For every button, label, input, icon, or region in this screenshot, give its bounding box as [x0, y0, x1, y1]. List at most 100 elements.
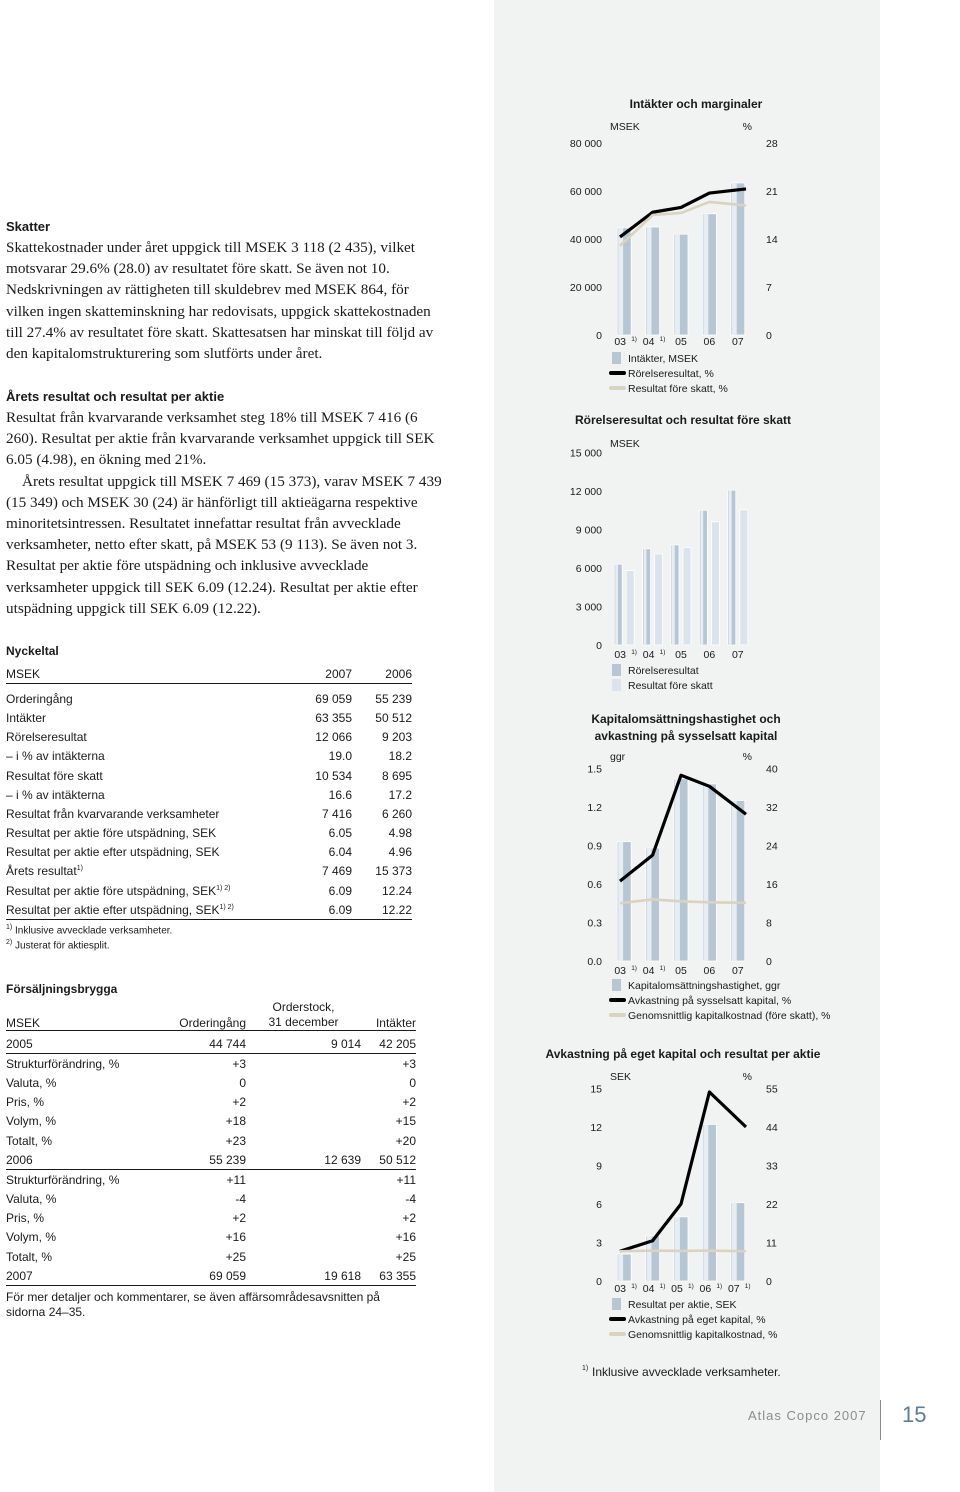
series-line	[619, 773, 747, 883]
cell-2006: 17.2	[388, 787, 412, 802]
resultat-section: Årets resultat och resultat per aktie Re…	[6, 389, 444, 619]
legend-label: Genomsnittlig kapitalkostnad (före skatt…	[628, 1010, 831, 1022]
cell-orderingang: -4	[235, 1192, 246, 1207]
y-tick-label: 9 000	[576, 525, 602, 537]
row-label: 2007	[6, 1266, 171, 1287]
x-tick-label: 05	[675, 965, 687, 977]
bar-highlight	[728, 490, 732, 645]
table-row: Resultat per aktie efter utspädning, SEK…	[6, 900, 412, 921]
table-row: Valuta, % 0 0	[6, 1073, 416, 1092]
bar	[739, 509, 749, 646]
y-tick-label-right: 0	[766, 330, 772, 342]
row-label: Strukturförändring, %	[6, 1056, 120, 1071]
table-row: Resultat per aktie före utspädning, SEK 6…	[6, 824, 412, 843]
bar-highlight	[700, 510, 704, 645]
y-tick-label: 40 000	[570, 234, 602, 246]
y-tick-label: 6	[596, 1199, 602, 1211]
column-header: Intäkter	[361, 1000, 416, 1031]
legend-swatch	[612, 352, 621, 364]
cell-2006: 4.98	[388, 826, 412, 841]
bar-highlight	[675, 1216, 680, 1281]
row-label: Årets resultat1)	[6, 864, 83, 879]
row-label: Valuta, %	[6, 1192, 57, 1207]
y-axis-label: ggr	[610, 751, 626, 763]
legend-label: Intäkter, MSEK	[628, 353, 698, 365]
table-row: Resultat per aktie före utspädning, SEK1…	[6, 881, 412, 900]
chart-title: Kapitalomsättningshastighet och	[591, 712, 780, 726]
x-tick-mark: 1)	[688, 1283, 694, 1290]
cell-intakter: +11	[396, 1172, 416, 1187]
cell-2007: 69 059	[315, 691, 352, 706]
y-tick-label: 0.6	[587, 879, 602, 891]
legend-label: Kapitalomsättningshastighet, ggr	[628, 980, 781, 992]
x-tick-mark: 1)	[660, 965, 666, 972]
y-tick-label-right: 0	[766, 1276, 772, 1288]
column-header: MSEK	[6, 1000, 171, 1031]
y-tick-label: 0.3	[587, 918, 602, 930]
cell-orderstock: 19 618	[246, 1266, 361, 1287]
row-label: Pris, %	[6, 1211, 45, 1226]
table-row: Strukturförändring, % +11 +11	[6, 1170, 416, 1190]
table-row: 2007 69 059 19 618 63 355	[6, 1266, 416, 1287]
y-tick-label-right: 8	[766, 918, 772, 930]
x-tick-label: 06	[704, 336, 716, 348]
legend-label: Rörelseresultat, %	[628, 368, 714, 380]
cell-orderingang: 44 744	[171, 1034, 246, 1055]
x-tick-label: 03	[614, 649, 626, 661]
cell-intakter: +20	[395, 1133, 416, 1148]
row-label: Resultat från kvarvarande verksamheter	[6, 806, 220, 821]
cell-orderingang: 0	[239, 1075, 246, 1090]
row-label: Volym, %	[6, 1114, 57, 1129]
y-tick-label-right: 0	[766, 956, 772, 968]
cell-2006: 12.24	[381, 883, 412, 898]
bar-highlight	[703, 1124, 709, 1281]
y-tick-label: 60 000	[570, 186, 602, 198]
footnote-mark: 1) 2)	[219, 903, 234, 911]
x-tick-mark: 1)	[660, 336, 666, 343]
legend-swatch	[612, 979, 621, 991]
y-tick-label: 0	[596, 1276, 602, 1288]
legend-label: Avkastning på sysselsatt kapital, %	[628, 995, 791, 1007]
y-tick-label: 15 000	[570, 448, 602, 460]
footnote-mark: 1)	[76, 865, 83, 873]
y-tick-label: 3 000	[576, 602, 602, 614]
bar-highlight	[672, 544, 675, 645]
cell-orderingang: +25	[225, 1249, 246, 1264]
bar	[682, 547, 692, 646]
x-tick-label: 03	[614, 336, 626, 348]
y-tick-label: 20 000	[570, 282, 602, 294]
cell-orderingang: +16	[225, 1230, 246, 1245]
legend-label: Resultat per aktie, SEK	[628, 1299, 737, 1311]
bar-highlight	[618, 841, 624, 961]
series-line	[619, 1090, 748, 1253]
brygga-section: Försäljningsbrygga	[6, 982, 444, 996]
nyckeltal-footnote-1: 1) Inklusive avvecklade verksamheter.	[6, 924, 172, 936]
y-tick-label-right: 24	[766, 841, 778, 853]
table-row: 2006 55 239 12 639 50 512	[6, 1150, 416, 1171]
legend-swatch	[612, 1298, 621, 1310]
y-tick-label: 0.0	[587, 956, 602, 968]
bar	[727, 489, 737, 646]
footnote-mark: 1)	[6, 924, 13, 931]
resultat-heading: Årets resultat och resultat per aktie	[6, 389, 225, 404]
row-label: Totalt, %	[6, 1249, 53, 1264]
row-label: Resultat före skatt	[6, 768, 103, 783]
y-tick-label: 12 000	[570, 486, 602, 498]
legend-label: Resultat före skatt	[628, 680, 713, 692]
footnote-text: Inklusive avvecklade verksamheter.	[15, 925, 173, 937]
cell-2006: 6 260	[381, 806, 412, 821]
y-tick-label: 0	[596, 640, 602, 652]
cell-2006: 8 695	[381, 768, 412, 783]
legend-label: Genomsnittlig kapitalkostnad, %	[628, 1329, 777, 1341]
y-tick-label: 0	[596, 330, 602, 342]
bar	[625, 570, 635, 646]
x-tick-mark: 1)	[745, 1283, 751, 1290]
x-tick-label: 05	[675, 336, 687, 348]
table-row: – i % av intäkterna 16.6 17.2	[6, 785, 412, 804]
row-label: Resultat per aktie efter utspädning, SEK…	[6, 900, 292, 921]
series-line	[619, 200, 747, 247]
chart-title: avkastning på sysselsatt kapital	[595, 729, 778, 743]
y-tick-label-right: 7	[766, 282, 772, 294]
x-tick-mark: 1)	[631, 965, 637, 972]
y-tick-label: 9	[596, 1161, 602, 1173]
